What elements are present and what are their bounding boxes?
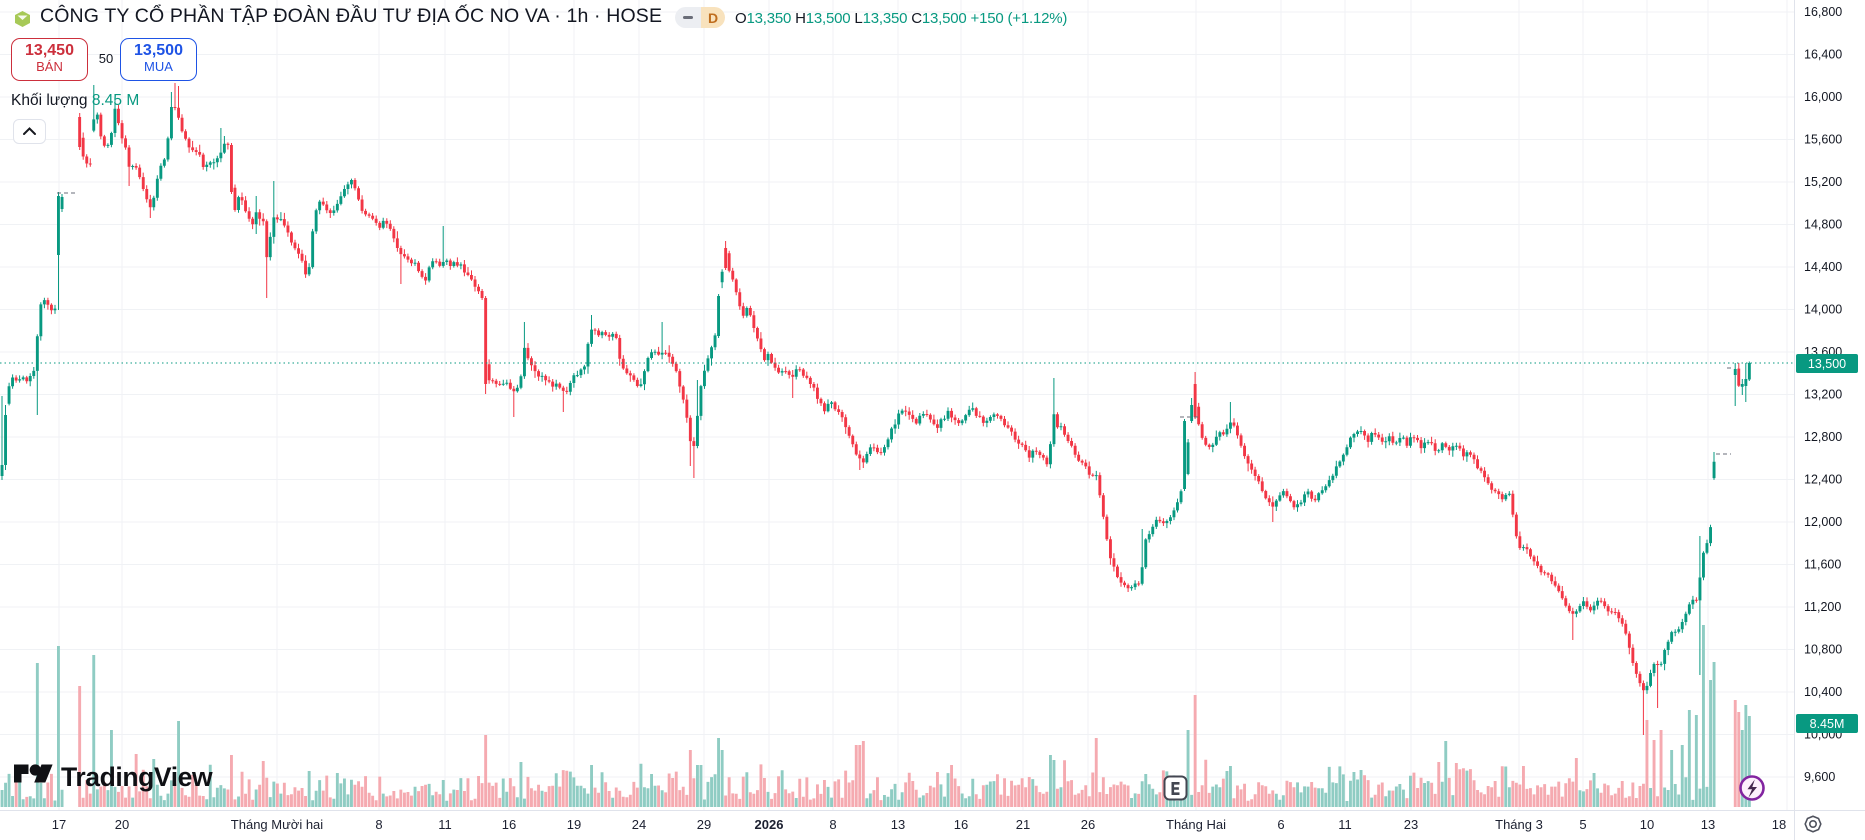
svg-text:10: 10 (1640, 817, 1654, 832)
svg-text:14,800: 14,800 (1804, 218, 1842, 232)
svg-text:12,800: 12,800 (1804, 430, 1842, 444)
svg-text:14,000: 14,000 (1804, 303, 1842, 317)
svg-text:8: 8 (375, 817, 382, 832)
svg-text:11: 11 (438, 817, 452, 832)
svg-text:21: 21 (1016, 817, 1030, 832)
svg-text:13: 13 (1701, 817, 1715, 832)
svg-text:6: 6 (1277, 817, 1284, 832)
svg-text:13,500: 13,500 (1808, 357, 1846, 371)
svg-text:14,400: 14,400 (1804, 260, 1842, 274)
svg-text:16,400: 16,400 (1804, 48, 1842, 62)
svg-text:12,000: 12,000 (1804, 515, 1842, 529)
svg-text:9,600: 9,600 (1804, 770, 1835, 784)
svg-text:11,200: 11,200 (1804, 600, 1841, 614)
svg-text:12,400: 12,400 (1804, 473, 1842, 487)
svg-text:16: 16 (502, 817, 516, 832)
svg-text:16,800: 16,800 (1804, 5, 1842, 19)
svg-text:2026: 2026 (755, 817, 784, 832)
svg-text:Tháng Mười hai: Tháng Mười hai (231, 817, 323, 832)
svg-text:18: 18 (1772, 817, 1786, 832)
svg-text:17: 17 (52, 817, 66, 832)
svg-text:11: 11 (1338, 817, 1352, 832)
svg-text:24: 24 (632, 817, 646, 832)
svg-text:16,000: 16,000 (1804, 90, 1842, 104)
svg-text:19: 19 (567, 817, 581, 832)
svg-text:8.45M: 8.45M (1810, 717, 1845, 731)
svg-text:5: 5 (1579, 817, 1586, 832)
svg-text:13: 13 (891, 817, 905, 832)
svg-text:10,800: 10,800 (1804, 643, 1842, 657)
svg-text:13,200: 13,200 (1804, 388, 1842, 402)
svg-text:20: 20 (115, 817, 129, 832)
svg-text:15,200: 15,200 (1804, 175, 1842, 189)
svg-text:16: 16 (954, 817, 968, 832)
svg-text:10,400: 10,400 (1804, 685, 1842, 699)
svg-text:Tháng Hai: Tháng Hai (1166, 817, 1226, 832)
svg-text:29: 29 (697, 817, 711, 832)
svg-text:8: 8 (829, 817, 836, 832)
svg-text:15,600: 15,600 (1804, 133, 1842, 147)
svg-text:26: 26 (1081, 817, 1095, 832)
svg-text:11,600: 11,600 (1804, 558, 1841, 572)
svg-text:Tháng 3: Tháng 3 (1495, 817, 1543, 832)
svg-text:23: 23 (1404, 817, 1418, 832)
